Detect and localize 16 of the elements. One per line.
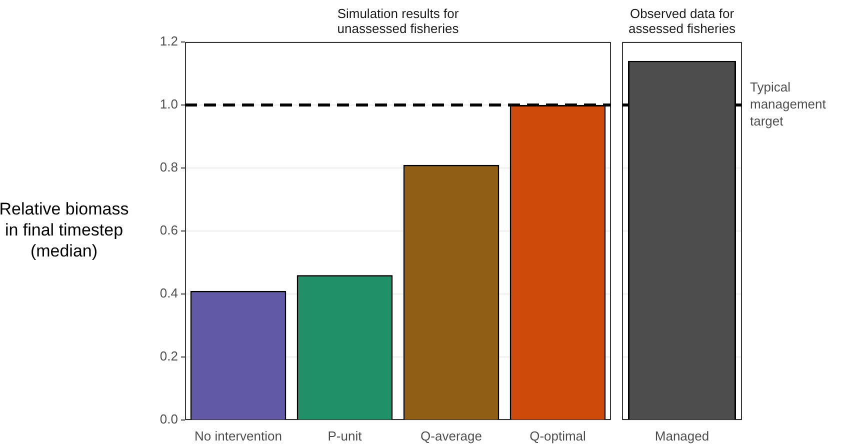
x-tick-label: No intervention — [194, 428, 282, 444]
y-tick-label: 1.0 — [160, 96, 178, 112]
x-tick-label: Q-optimal — [530, 428, 586, 444]
chart-title: Simulation results for unassessed fisheries — [337, 6, 460, 36]
x-tick-label: Q-average — [420, 428, 482, 444]
y-tick-label: 0.4 — [160, 286, 178, 301]
chart-title: Observed data for assessed fisheries — [628, 6, 736, 36]
x-tick-label: P-unit — [328, 428, 362, 444]
y-axis-title: Relative biomass in final timestep (median) — [0, 200, 129, 261]
y-tick-label: 0.2 — [160, 348, 178, 364]
x-tick-label: Managed — [654, 428, 710, 444]
y-tick-label: 0.6 — [160, 222, 178, 238]
ref-line-label: Typical management target — [750, 80, 826, 129]
y-tick-label: 0.0 — [160, 412, 178, 427]
y-tick-label: 0.8 — [160, 160, 178, 175]
y-tick-label: 1.2 — [160, 34, 178, 49]
